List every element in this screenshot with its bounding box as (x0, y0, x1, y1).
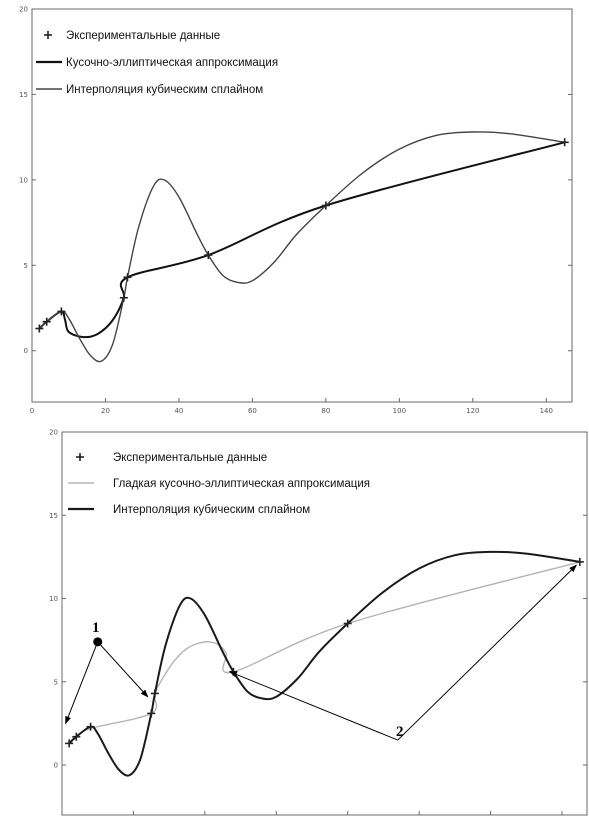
top-xtick-label-1: 20 (101, 407, 110, 415)
bottom-series-markers-0 (65, 557, 584, 748)
top-legend-label-0: Экспериментальные данные (66, 30, 220, 42)
bottom-ytick-label-1: 15 (49, 512, 58, 520)
top-legend-label-1: Кусочно-эллиптическая аппроксимация (66, 57, 278, 69)
top-ytick-label-1: 15 (19, 91, 28, 99)
top-xtick-label-4: 80 (321, 407, 330, 415)
bottom-legend-label-0: Экспериментальные данные (113, 452, 267, 464)
top-ytick-label-2: 10 (19, 176, 28, 184)
bottom-legend-label-1: Гладкая кусочно-эллиптическая аппроксима… (113, 478, 370, 490)
bottom-ytick-label-3: 5 (54, 678, 58, 686)
chart-top: 20 15 10 5 0 0 20 40 60 80 100 120 140 Эксперименталь… (19, 6, 573, 415)
bottom-plot-frame (61, 431, 588, 816)
top-xtick-label-6: 120 (466, 407, 479, 415)
top-xtick-label-7: 140 (540, 407, 553, 415)
bottom-ytick-label-2: 10 (49, 595, 58, 603)
bottom-annotation-arrow-1-1 (397, 564, 578, 741)
bottom-annotation-arrow-0-0 (65, 641, 99, 725)
top-legend: Экспериментальные данные Кусочно-эллиптич… (36, 30, 278, 96)
bottom-annotation-arrow-1-0 (228, 671, 398, 741)
top-ytick-label-0: 20 (19, 6, 28, 14)
bottom-series-line-1 (68, 561, 581, 745)
top-xtick-label-0: 0 (30, 407, 34, 415)
chart-bottom: 20 15 10 5 0 Экспериментальные данные Гладкая … (49, 429, 588, 816)
top-xtick-label-2: 40 (174, 407, 183, 415)
bottom-series-line-2 (68, 550, 581, 777)
bottom-ytick-label-0: 20 (49, 429, 58, 437)
top-series-markers-0 (35, 138, 569, 333)
bottom-annotation-label-1: 2 (396, 724, 404, 740)
top-ytick-label-3: 5 (24, 262, 28, 270)
top-series-line-2 (38, 131, 566, 363)
top-xtick-label-5: 100 (393, 407, 406, 415)
top-legend-label-2: Интерполяция кубическим сплайном (66, 84, 263, 96)
bottom-legend-label-2: Интерполяция кубическим сплайном (113, 504, 310, 516)
bottom-annotation-label-0: 1 (92, 620, 100, 636)
bottom-ytick-label-4: 0 (54, 762, 58, 770)
top-plot-frame (31, 8, 573, 403)
top-ytick-label-4: 0 (24, 347, 28, 355)
top-xtick-label-3: 60 (248, 407, 257, 415)
bottom-annotation-arrow-0-1 (97, 641, 149, 698)
bottom-legend: Экспериментальные данные Гладкая кусочно-… (68, 452, 370, 516)
top-series-line-1 (38, 141, 566, 339)
